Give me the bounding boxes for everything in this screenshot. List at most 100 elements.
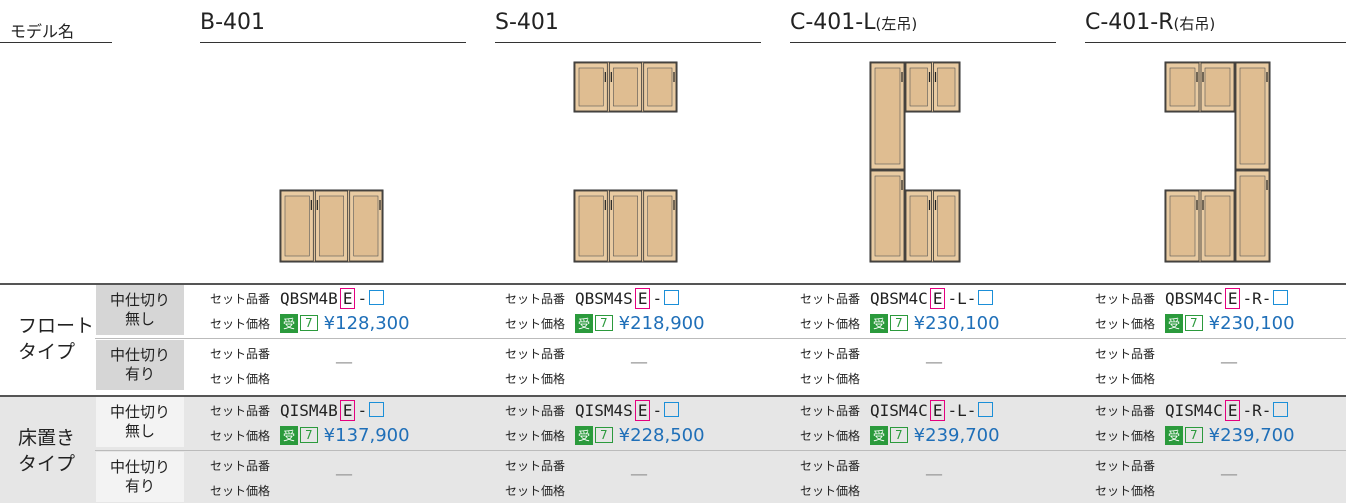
code-base: QBSM4C xyxy=(1165,288,1223,308)
code-label: セット品番 xyxy=(210,291,271,306)
model-name: S-401 xyxy=(495,10,559,35)
rule xyxy=(200,42,466,43)
model-name: C-401-L(左吊) xyxy=(790,10,917,35)
price-row: セット価格 xyxy=(800,479,860,501)
rule xyxy=(0,42,112,43)
price-row: セット価格受 7 ¥137,900 xyxy=(210,424,410,446)
code-row: セット品番 xyxy=(1095,454,1155,476)
rule xyxy=(95,338,1346,339)
price-label: セット価格 xyxy=(1095,316,1156,331)
code-label: セット品番 xyxy=(1095,403,1156,418)
model-note: (左吊) xyxy=(875,15,918,33)
price-row: セット価格受 7 ¥230,100 xyxy=(1095,312,1295,334)
price-label: セット価格 xyxy=(1095,371,1156,386)
badge-num: 7 xyxy=(595,315,613,331)
color-box xyxy=(1273,401,1289,417)
none-dash: — xyxy=(925,352,943,373)
badge: 受 xyxy=(575,313,594,333)
code-tail: - xyxy=(652,288,663,308)
type-name: 床置き タイプ xyxy=(18,425,75,477)
partition-line: 中仕切り xyxy=(109,458,170,476)
price-label: セット価格 xyxy=(505,371,566,386)
code-row: セット品番 QBSM4C E -L- xyxy=(800,287,994,309)
cabinet-part xyxy=(353,195,379,257)
code-option: E xyxy=(339,399,356,421)
cabinet-part xyxy=(647,67,673,107)
code-row: セット品番 xyxy=(505,342,565,364)
partition-line: 無し xyxy=(124,310,155,328)
price-row: セット価格受 7 ¥230,100 xyxy=(800,312,1000,334)
code-base: QBSM4B xyxy=(280,288,338,308)
code-row: セット品番 QBSM4C E -R- xyxy=(1095,287,1289,309)
partition-line: 中仕切り xyxy=(109,291,170,309)
code-tail: - xyxy=(357,288,368,308)
code: QISM4C E -L- xyxy=(870,399,994,421)
code-base: QBSM4C xyxy=(870,288,928,308)
price-row: セット価格受 7 ¥218,900 xyxy=(505,312,705,334)
cabinet-part xyxy=(613,195,638,257)
price-label: セット価格 xyxy=(505,316,566,331)
price-row: セット価格 xyxy=(505,479,565,501)
price-label: セット価格 xyxy=(800,371,861,386)
code-option: E xyxy=(1224,287,1241,309)
rule xyxy=(495,42,761,43)
none-dash: — xyxy=(1220,352,1238,373)
model-note: (右吊) xyxy=(1173,15,1216,33)
price: ¥239,700 xyxy=(913,424,1000,446)
code-row: セット品番 xyxy=(505,454,565,476)
price-label: セット価格 xyxy=(1095,483,1156,498)
price-label: セット価格 xyxy=(210,483,271,498)
color-box xyxy=(978,401,994,417)
code-label: セット品番 xyxy=(1095,291,1156,306)
none-dash: — xyxy=(335,352,353,373)
partition-line: 無し xyxy=(124,422,155,440)
price-row: セット価格 xyxy=(1095,479,1155,501)
code-base: QISM4C xyxy=(1165,400,1223,420)
code-tail: -L- xyxy=(947,400,977,420)
color-box xyxy=(664,289,680,305)
color-box xyxy=(369,289,385,305)
code-row: セット品番 xyxy=(1095,342,1155,364)
price-label: セット価格 xyxy=(505,428,566,443)
cabinet-part xyxy=(909,195,928,257)
cabinet-part xyxy=(613,67,638,107)
partition: 中仕切り 有り xyxy=(96,452,184,502)
price-label: セット価格 xyxy=(800,483,861,498)
code-tail: - xyxy=(652,400,663,420)
code-base: QBSM4S xyxy=(575,288,633,308)
code-label: セット品番 xyxy=(800,291,861,306)
model-name-text: B-401 xyxy=(200,10,266,35)
badge: 受 xyxy=(280,313,299,333)
code-label: セット品番 xyxy=(505,458,566,473)
price-row: セット価格受 7 ¥239,700 xyxy=(800,424,1000,446)
code: QBSM4C E -L- xyxy=(870,287,994,309)
code-label: セット品番 xyxy=(1095,346,1156,361)
none-dash: — xyxy=(630,464,648,485)
badge: 受 xyxy=(280,425,299,445)
code-option: E xyxy=(634,287,651,309)
code-base: QISM4S xyxy=(575,400,633,420)
type-name: フロート タイプ xyxy=(18,313,94,365)
none-dash: — xyxy=(925,464,943,485)
code-label: セット品番 xyxy=(210,458,271,473)
code-tail: - xyxy=(357,400,368,420)
code-label: セット品番 xyxy=(800,346,861,361)
code-tail: -L- xyxy=(947,288,977,308)
price-row: セット価格受 7 ¥228,500 xyxy=(505,424,705,446)
cabinet-part xyxy=(1239,67,1266,165)
code-label: セット品番 xyxy=(800,458,861,473)
badge-num: 7 xyxy=(890,315,908,331)
type-name-line: タイプ xyxy=(18,341,76,363)
price-row: セット価格受 7 ¥128,300 xyxy=(210,312,410,334)
cabinet-part xyxy=(578,67,604,107)
price: ¥230,100 xyxy=(913,312,1000,334)
rule xyxy=(95,450,1346,451)
badge-num: 7 xyxy=(300,315,318,331)
cabinet-part xyxy=(578,195,604,257)
code-row: セット品番 QISM4B E - xyxy=(210,399,385,421)
cabinet-part xyxy=(319,195,344,257)
none-dash: — xyxy=(335,464,353,485)
code-option: E xyxy=(929,287,946,309)
code: QBSM4S E - xyxy=(575,287,680,309)
